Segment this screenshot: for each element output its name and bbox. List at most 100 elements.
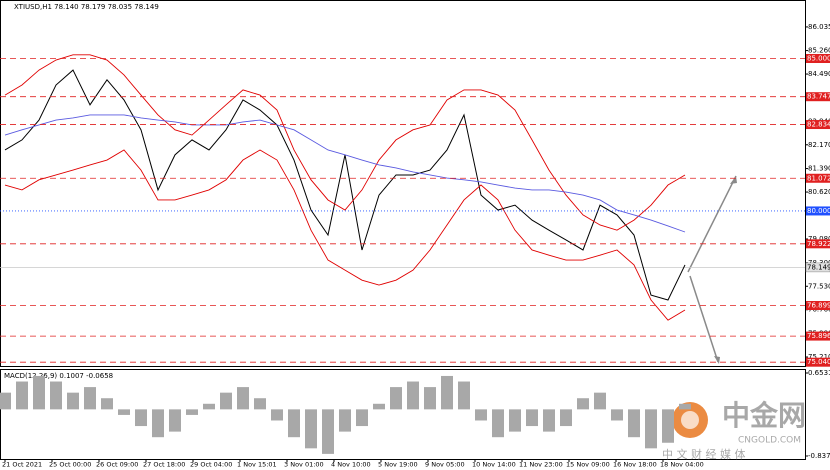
macd-bar: [33, 375, 45, 410]
current-price-label: 78.149: [807, 263, 830, 271]
x-tick-label: 10 Nov 14:00: [472, 461, 516, 469]
y-tick-label: 86.035: [808, 23, 830, 31]
forecast-arrow: [687, 175, 737, 273]
level-tag: [806, 53, 830, 63]
macd-bar: [424, 387, 436, 410]
chart-title: XTIUSD,H1 78.140 78.179 78.035 78.149: [14, 3, 159, 11]
x-tick-label: 4 Nov 10:00: [331, 461, 371, 469]
x-tick-label: 11 Nov 23:00: [519, 461, 563, 469]
macd-bar: [118, 409, 130, 415]
level-label: 83.747: [807, 93, 830, 101]
x-tick-label: 16 Nov 18:00: [613, 461, 657, 469]
level-label: 81.072: [807, 174, 830, 182]
macd-bar: [203, 403, 215, 410]
macd-bar: [509, 409, 521, 432]
macd-bar: [662, 409, 674, 443]
watermark-tagline: 中 文 财 经 媒 体: [662, 447, 745, 461]
logo-inner: [681, 411, 699, 429]
y-tick-label: 77.530: [808, 282, 830, 290]
macd-bar: [492, 409, 504, 438]
macd-bar: [339, 409, 351, 432]
macd-bar: [407, 381, 419, 410]
macd-bar: [322, 409, 334, 454]
level-label: 75.040: [807, 358, 830, 366]
y-tick-label: 79.080: [808, 235, 830, 243]
macd-title: MACD(12,26,9) 0.1007 -0.0658: [4, 372, 113, 380]
arrow-head: [714, 356, 720, 364]
x-tick-label: 29 Oct 04:00: [190, 461, 232, 469]
main-frame: [0, 0, 806, 367]
level-label: 76.899: [807, 302, 830, 310]
macd-bar: [237, 387, 249, 410]
level-label: 78.922: [807, 240, 830, 248]
macd-bar: [220, 392, 232, 410]
level-tag: [806, 331, 830, 341]
macd-bar: [611, 409, 623, 421]
macd-bar: [16, 381, 28, 410]
level-tag: [806, 92, 830, 102]
macd-bar: [0, 392, 11, 410]
macd-bar: [526, 409, 538, 427]
macd-bar: [356, 409, 368, 427]
watermark-site: CNGOLD.COM: [738, 436, 801, 446]
macd-bar: [152, 409, 164, 438]
y-tick-label: 80.620: [808, 188, 830, 196]
macd-bar: [475, 409, 487, 421]
macd-bar: [186, 409, 198, 415]
y-tick-label: 81.390: [808, 165, 830, 173]
y-tick-label: 82.170: [808, 141, 830, 149]
level-tag: [806, 357, 830, 367]
macd-bar: [441, 375, 453, 410]
level-label: 75.896: [807, 332, 830, 340]
x-tick-label: 25 Oct 00:00: [49, 461, 91, 469]
level-tag: [806, 206, 830, 216]
x-tick-label: 9 Nov 05:00: [425, 461, 465, 469]
level-tag: [806, 301, 830, 311]
level-label: 82.834: [807, 121, 830, 129]
level-tag: [806, 120, 830, 130]
x-tick-label: 18 Nov 04:00: [660, 461, 704, 469]
macd-bar: [373, 403, 385, 410]
macd-bar: [594, 392, 606, 410]
y-tick-label: 85.260: [808, 47, 830, 55]
macd-bar: [67, 392, 79, 410]
x-tick-label: 26 Oct 09:00: [96, 461, 138, 469]
macd-bar: [135, 409, 147, 427]
macd-bar: [305, 409, 317, 449]
indicator-line: [4, 114, 686, 233]
y-tick-label: -0.8379: [808, 452, 830, 460]
y-tick-label: 84.490: [808, 70, 830, 78]
macd-bar: [271, 409, 283, 421]
macd-bar: [458, 381, 470, 410]
macd-bar: [628, 409, 640, 438]
y-tick-label: 0.6531: [808, 369, 830, 377]
level-label: 80.000: [807, 207, 830, 215]
macd-bar: [288, 409, 300, 438]
x-tick-label: 3 Nov 01:00: [284, 461, 324, 469]
macd-bar: [679, 403, 691, 410]
macd-bar: [390, 387, 402, 410]
x-tick-label: 1 Nov 15:01: [237, 461, 277, 469]
forecast-arrow: [689, 275, 719, 363]
watermark-name: 中金网: [722, 399, 806, 432]
level-label: 85.000: [807, 54, 830, 62]
indicator-line: [4, 54, 686, 231]
macd-bar: [560, 409, 572, 427]
macd-bar: [101, 398, 113, 410]
x-tick-label: 15 Nov 09:00: [566, 461, 610, 469]
indicator-line: [4, 149, 686, 321]
macd-bar: [543, 409, 555, 432]
macd-bar: [84, 387, 96, 410]
macd-bar: [169, 409, 181, 432]
watermark: 中金网 CNGOLD.COM 中 文 财 经 媒 体: [662, 399, 806, 461]
x-tick-label: 5 Nov 19:00: [378, 461, 418, 469]
level-tag: [806, 173, 830, 183]
x-tick-label: 21 Oct 2021: [2, 461, 42, 469]
x-tick-label: 27 Oct 18:00: [143, 461, 185, 469]
level-tag: [806, 239, 830, 249]
macd-bar: [577, 398, 589, 410]
macd-bar: [254, 398, 266, 410]
current-price-tag: [805, 262, 830, 273]
macd-bar: [50, 381, 62, 410]
